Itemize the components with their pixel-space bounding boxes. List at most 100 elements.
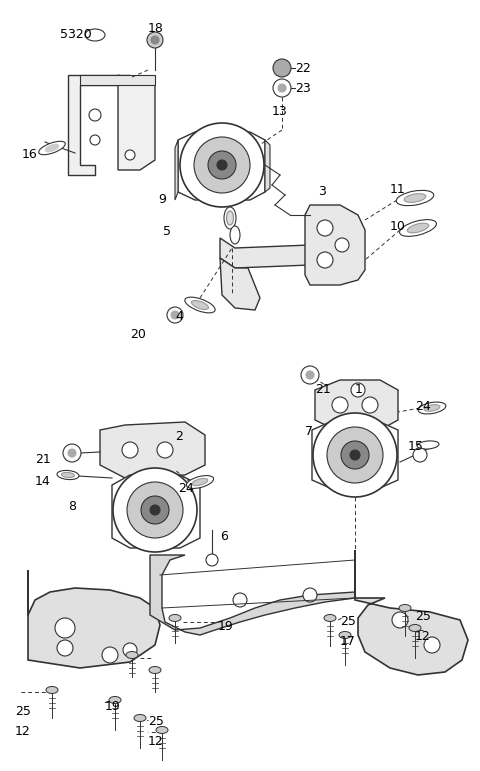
Circle shape xyxy=(125,150,135,160)
Polygon shape xyxy=(80,75,155,85)
Text: 25: 25 xyxy=(148,715,164,728)
Text: 9: 9 xyxy=(158,193,166,206)
Polygon shape xyxy=(68,75,130,175)
Ellipse shape xyxy=(85,29,105,41)
Polygon shape xyxy=(175,140,178,200)
Circle shape xyxy=(327,427,383,483)
Ellipse shape xyxy=(126,651,138,658)
Circle shape xyxy=(90,135,100,145)
Circle shape xyxy=(167,307,183,323)
Ellipse shape xyxy=(424,405,440,411)
Ellipse shape xyxy=(230,226,240,244)
Text: 11: 11 xyxy=(390,183,406,196)
Text: 12: 12 xyxy=(148,735,164,748)
Circle shape xyxy=(123,643,137,657)
Ellipse shape xyxy=(339,631,351,638)
Polygon shape xyxy=(118,75,155,170)
Text: 12: 12 xyxy=(15,725,31,738)
Ellipse shape xyxy=(408,223,429,233)
Text: 3: 3 xyxy=(318,185,326,198)
Text: 12: 12 xyxy=(415,630,431,643)
Ellipse shape xyxy=(39,141,65,155)
Ellipse shape xyxy=(192,479,208,486)
Polygon shape xyxy=(220,238,340,268)
Ellipse shape xyxy=(224,207,236,229)
Ellipse shape xyxy=(399,220,436,237)
Ellipse shape xyxy=(396,190,434,206)
Circle shape xyxy=(351,383,365,397)
Circle shape xyxy=(217,160,227,170)
Circle shape xyxy=(392,612,408,628)
Ellipse shape xyxy=(418,402,446,414)
Ellipse shape xyxy=(109,696,121,703)
Circle shape xyxy=(350,450,360,460)
Circle shape xyxy=(208,151,236,179)
Circle shape xyxy=(273,59,291,77)
Text: 13: 13 xyxy=(272,105,288,118)
Ellipse shape xyxy=(186,476,214,489)
Text: 8: 8 xyxy=(68,500,76,513)
Circle shape xyxy=(413,448,427,462)
Polygon shape xyxy=(315,380,398,432)
Circle shape xyxy=(63,444,81,462)
Text: 22: 22 xyxy=(295,62,311,75)
Ellipse shape xyxy=(399,604,411,611)
Text: 1: 1 xyxy=(355,383,363,396)
Text: 14: 14 xyxy=(35,475,51,488)
Text: 15: 15 xyxy=(408,440,424,453)
Text: 25: 25 xyxy=(340,615,356,628)
Circle shape xyxy=(55,618,75,638)
Text: 17: 17 xyxy=(340,635,356,648)
Ellipse shape xyxy=(409,625,421,631)
Ellipse shape xyxy=(57,470,79,480)
Circle shape xyxy=(113,468,197,552)
Text: 5320: 5320 xyxy=(60,28,92,41)
Circle shape xyxy=(303,588,317,602)
Circle shape xyxy=(206,554,218,566)
Text: 7: 7 xyxy=(305,425,313,438)
Circle shape xyxy=(171,311,179,319)
Polygon shape xyxy=(150,555,355,635)
Ellipse shape xyxy=(45,144,59,152)
Circle shape xyxy=(157,442,173,458)
Polygon shape xyxy=(100,422,205,478)
Circle shape xyxy=(89,109,101,121)
Circle shape xyxy=(317,220,333,236)
Ellipse shape xyxy=(156,726,168,733)
Text: 19: 19 xyxy=(105,700,121,713)
Text: 16: 16 xyxy=(22,148,38,161)
Text: 5: 5 xyxy=(163,225,171,238)
Text: 24: 24 xyxy=(415,400,431,413)
Circle shape xyxy=(424,637,440,653)
Ellipse shape xyxy=(61,473,74,477)
Circle shape xyxy=(180,123,264,207)
Ellipse shape xyxy=(149,666,161,674)
Ellipse shape xyxy=(404,194,426,202)
Circle shape xyxy=(317,252,333,268)
Ellipse shape xyxy=(169,614,181,621)
Circle shape xyxy=(127,482,183,538)
Circle shape xyxy=(278,84,286,92)
Text: 10: 10 xyxy=(390,220,406,233)
Text: 21: 21 xyxy=(35,453,51,466)
Circle shape xyxy=(306,371,314,379)
Circle shape xyxy=(141,496,169,524)
Text: 25: 25 xyxy=(15,705,31,718)
Polygon shape xyxy=(28,570,160,668)
Circle shape xyxy=(122,442,138,458)
Circle shape xyxy=(313,413,397,497)
Ellipse shape xyxy=(185,297,215,313)
Text: 23: 23 xyxy=(295,82,311,95)
Text: 21: 21 xyxy=(315,383,331,396)
Circle shape xyxy=(273,79,291,97)
Circle shape xyxy=(147,32,163,48)
Ellipse shape xyxy=(417,441,439,449)
Text: 4: 4 xyxy=(175,310,183,323)
Circle shape xyxy=(68,449,76,457)
Ellipse shape xyxy=(46,686,58,693)
Text: 24: 24 xyxy=(178,482,194,495)
Circle shape xyxy=(332,397,348,413)
Polygon shape xyxy=(112,475,200,548)
Circle shape xyxy=(194,137,250,193)
Circle shape xyxy=(362,397,378,413)
